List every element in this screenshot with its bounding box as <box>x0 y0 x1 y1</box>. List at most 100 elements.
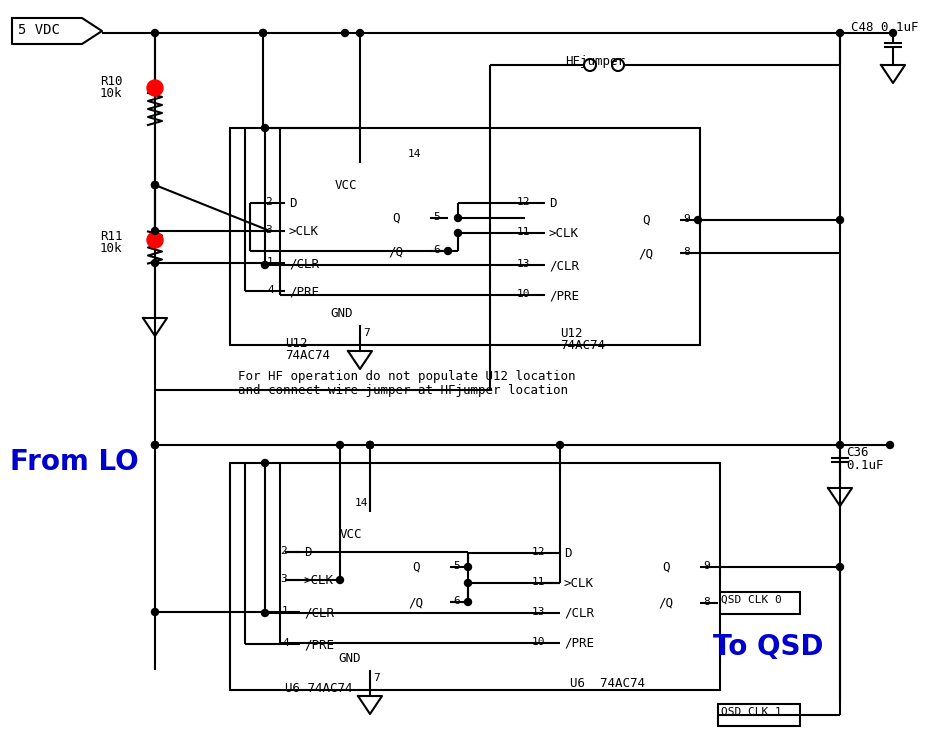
Text: Q: Q <box>662 561 669 574</box>
Text: >CLK: >CLK <box>548 227 579 240</box>
Circle shape <box>444 248 451 254</box>
Circle shape <box>261 124 268 132</box>
Circle shape <box>367 441 373 449</box>
Bar <box>285 163 429 325</box>
Circle shape <box>261 261 268 269</box>
Circle shape <box>151 182 158 188</box>
Circle shape <box>464 580 471 586</box>
Text: 2: 2 <box>265 197 271 207</box>
Text: HFjumper: HFjumper <box>565 55 625 68</box>
Text: 10: 10 <box>531 637 545 647</box>
Text: and connect wire jumper at HFjumper location: and connect wire jumper at HFjumper loca… <box>238 384 567 397</box>
Text: 7: 7 <box>372 673 379 683</box>
Circle shape <box>259 30 267 36</box>
Text: Q: Q <box>411 561 419 574</box>
Text: 3: 3 <box>280 574 287 584</box>
Text: 74AC74: 74AC74 <box>560 339 605 352</box>
Text: 4: 4 <box>267 285 273 295</box>
Text: 12: 12 <box>516 197 530 207</box>
Text: Q: Q <box>391 212 399 225</box>
Bar <box>560 525 700 665</box>
Text: 11: 11 <box>531 577 545 587</box>
Text: /PRE: /PRE <box>288 285 319 298</box>
Text: 1: 1 <box>282 606 288 616</box>
Circle shape <box>454 229 461 237</box>
Circle shape <box>259 30 267 36</box>
Text: GND: GND <box>338 652 360 665</box>
Text: >CLK: >CLK <box>288 225 319 238</box>
Text: 8: 8 <box>703 597 709 607</box>
Text: /Q: /Q <box>637 247 652 260</box>
Circle shape <box>151 182 158 188</box>
Text: 14: 14 <box>407 149 421 159</box>
Text: 10: 10 <box>516 289 530 299</box>
Circle shape <box>836 30 843 36</box>
Text: /CLR: /CLR <box>548 259 579 272</box>
Circle shape <box>836 441 843 449</box>
Text: U6  74AC74: U6 74AC74 <box>569 677 645 690</box>
Circle shape <box>464 598 471 606</box>
Circle shape <box>151 609 158 615</box>
Text: 0.1uF: 0.1uF <box>845 459 883 472</box>
Circle shape <box>151 30 158 36</box>
Text: 10k: 10k <box>100 87 123 100</box>
Text: R10: R10 <box>100 75 123 88</box>
Circle shape <box>556 441 563 449</box>
Text: 8: 8 <box>683 247 689 257</box>
Text: >CLK: >CLK <box>304 574 333 587</box>
Circle shape <box>151 228 158 234</box>
Text: 13: 13 <box>531 607 545 617</box>
Bar <box>229 463 720 690</box>
Text: GND: GND <box>329 307 352 320</box>
Text: To QSD: To QSD <box>712 633 823 661</box>
Text: 14: 14 <box>355 498 368 508</box>
Circle shape <box>836 563 843 571</box>
Text: For HF operation do not populate U12 location: For HF operation do not populate U12 loc… <box>238 370 575 383</box>
Text: D: D <box>548 197 556 210</box>
Text: /PRE: /PRE <box>304 638 333 651</box>
Text: /Q: /Q <box>407 596 423 609</box>
Text: 6: 6 <box>452 596 459 606</box>
Bar <box>717 704 799 726</box>
Text: /Q: /Q <box>387 245 403 258</box>
Text: 10k: 10k <box>100 242 123 255</box>
Text: /CLR: /CLR <box>564 607 593 620</box>
Circle shape <box>885 441 893 449</box>
Circle shape <box>336 441 343 449</box>
Circle shape <box>151 260 158 266</box>
Circle shape <box>151 441 158 449</box>
Text: D: D <box>288 197 296 210</box>
Bar <box>717 592 799 614</box>
Text: /PRE: /PRE <box>548 289 579 302</box>
Circle shape <box>341 30 348 36</box>
Text: /CLR: /CLR <box>288 257 319 270</box>
Circle shape <box>261 460 268 466</box>
Circle shape <box>147 232 163 248</box>
Text: 6: 6 <box>432 245 439 255</box>
Circle shape <box>836 217 843 223</box>
Circle shape <box>336 577 343 583</box>
Text: 5 VDC: 5 VDC <box>18 23 60 37</box>
Text: 74AC74: 74AC74 <box>285 349 329 362</box>
Circle shape <box>888 30 896 36</box>
Circle shape <box>356 30 363 36</box>
Text: VCC: VCC <box>335 179 357 192</box>
Circle shape <box>694 217 701 223</box>
Circle shape <box>151 441 158 449</box>
Text: 2: 2 <box>280 546 287 556</box>
Text: /Q: /Q <box>657 597 672 610</box>
Text: /CLR: /CLR <box>304 606 333 619</box>
Text: 12: 12 <box>531 547 545 557</box>
Circle shape <box>464 563 471 571</box>
Text: 3: 3 <box>265 225 271 235</box>
Text: C36: C36 <box>845 446 867 459</box>
Text: Q: Q <box>642 214 649 227</box>
Circle shape <box>147 80 163 96</box>
Text: From LO: From LO <box>10 448 138 476</box>
Text: 11: 11 <box>516 227 530 237</box>
Text: QSD CLK 0: QSD CLK 0 <box>721 595 781 605</box>
Text: QSD CLK 1: QSD CLK 1 <box>721 707 781 717</box>
Text: 9: 9 <box>703 561 709 571</box>
Text: 5: 5 <box>432 212 439 222</box>
Text: D: D <box>564 547 571 560</box>
